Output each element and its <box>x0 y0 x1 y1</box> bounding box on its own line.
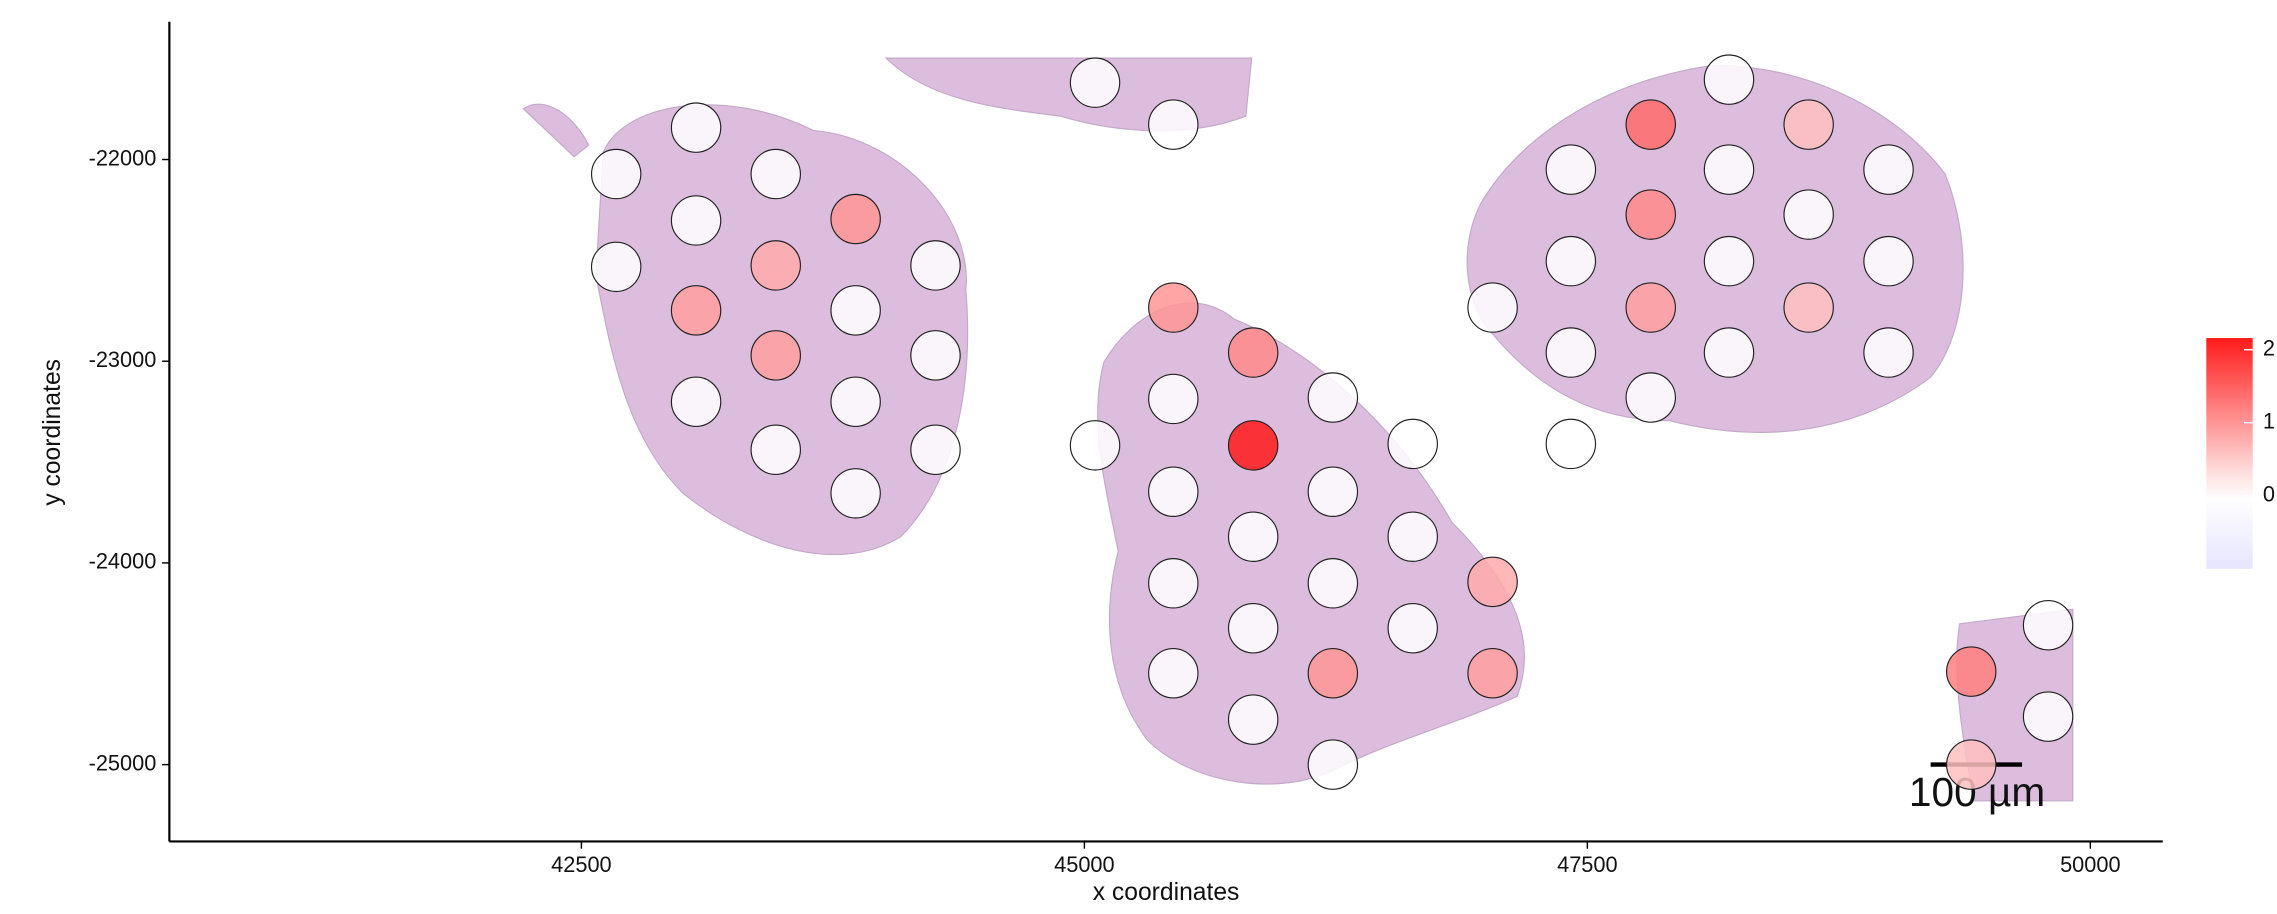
y-tick-label: -24000 <box>89 549 157 574</box>
spot <box>670 102 722 153</box>
spot <box>1863 327 1914 378</box>
spot <box>670 195 722 246</box>
spot <box>1307 739 1359 790</box>
x-tick-label: 50000 <box>2060 852 2120 877</box>
spot <box>1387 511 1438 562</box>
spot <box>910 330 961 381</box>
spot <box>910 424 961 476</box>
colorbar-tick-label: 1 <box>2263 408 2275 433</box>
spot <box>1625 282 1676 333</box>
spot <box>1625 372 1676 423</box>
spot <box>1703 144 1755 195</box>
spot <box>1703 327 1755 378</box>
spot <box>1625 189 1676 240</box>
spot <box>1227 511 1279 562</box>
spot <box>750 148 802 200</box>
spot <box>1945 646 1997 697</box>
spot <box>750 240 802 291</box>
spot <box>1148 282 1199 333</box>
spot <box>1783 99 1834 150</box>
spot <box>830 193 881 245</box>
spot <box>830 468 881 519</box>
y-tick-label: -22000 <box>89 145 157 170</box>
y-tick-label: -23000 <box>89 347 157 372</box>
spot <box>1467 282 1518 333</box>
spot <box>1545 144 1597 195</box>
spot <box>1148 373 1199 425</box>
spot <box>1467 556 1518 608</box>
spot <box>1387 603 1438 654</box>
spot <box>1307 466 1359 517</box>
colorbar-tick-label: 0 <box>2263 481 2275 506</box>
colorbar-tick-label: 2 <box>2263 335 2275 360</box>
x-tick-label: 42500 <box>551 852 611 877</box>
spot <box>590 241 642 293</box>
spot <box>1467 648 1518 699</box>
spot <box>830 376 881 428</box>
spot <box>1703 235 1755 287</box>
spot <box>1227 603 1279 654</box>
spot <box>1545 327 1597 378</box>
spot <box>1307 648 1359 699</box>
spot <box>2022 599 2074 651</box>
spot <box>1069 420 1121 471</box>
spot <box>1227 694 1279 745</box>
spot <box>670 285 722 336</box>
y-tick-label: -25000 <box>89 750 157 775</box>
spot <box>590 148 642 200</box>
spot <box>750 330 802 381</box>
spot <box>1307 558 1359 609</box>
x-tick-label: 47500 <box>1557 852 1617 877</box>
spot <box>1069 57 1121 108</box>
spot <box>670 376 722 428</box>
colorbar <box>2206 338 2253 569</box>
spot <box>830 285 881 336</box>
x-tick-label: 45000 <box>1054 852 1114 877</box>
spot <box>1307 372 1359 423</box>
spot <box>1148 466 1199 517</box>
spot <box>1148 648 1199 699</box>
spot <box>1227 420 1279 471</box>
spot <box>1227 327 1279 378</box>
spot <box>1387 418 1438 470</box>
spot <box>1703 54 1755 105</box>
spot <box>1545 418 1597 470</box>
spot <box>910 240 961 291</box>
spot <box>1148 99 1199 150</box>
spot <box>1625 99 1676 150</box>
spot <box>1945 739 1997 790</box>
x-axis-title: x coordinates <box>1093 879 1240 906</box>
spot <box>1148 558 1199 609</box>
spot <box>750 424 802 476</box>
spot <box>2022 691 2074 742</box>
spot <box>1783 282 1834 333</box>
spot <box>1863 235 1914 287</box>
spot <box>1545 235 1597 287</box>
spot <box>1783 189 1834 240</box>
spot <box>1863 144 1914 195</box>
y-axis-title: y coordinates <box>39 359 66 506</box>
